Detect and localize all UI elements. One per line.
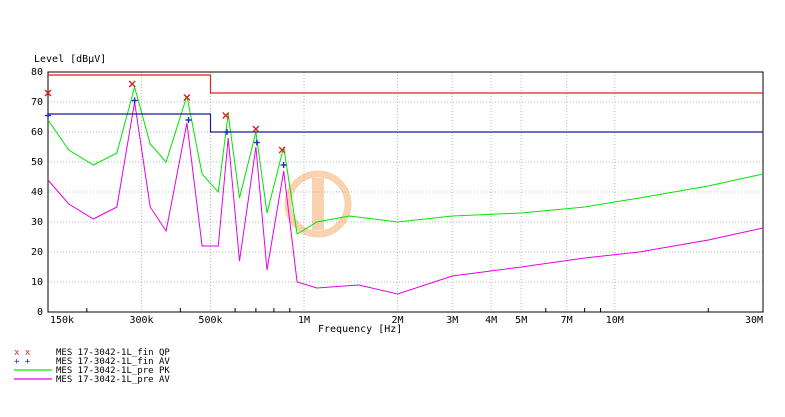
qp-marker [222, 112, 230, 119]
x-tick-label: 7M [561, 315, 573, 326]
limit-line [48, 74, 763, 94]
x-tick-labels: 150k 300k 500k 1M 2M 3M 4M 5M 7M 10M 30M [50, 315, 763, 326]
grid [48, 72, 763, 312]
x-tick-label: 10M [606, 315, 624, 326]
qp-marker [252, 125, 260, 133]
legend-marker: x x [14, 348, 31, 358]
y-tick-label: 50 [31, 157, 43, 168]
series-layer [47, 85, 764, 295]
av-marker [253, 139, 260, 146]
y-tick-label: 20 [31, 247, 43, 258]
qp-marker [183, 94, 191, 101]
qp-marker [44, 89, 52, 97]
x-tick-label: 4M [485, 315, 497, 326]
av-marker [280, 162, 287, 168]
y-axis-label: Level [dBµV] [34, 54, 106, 65]
x-axis-label: Frequency [Hz] [318, 324, 402, 335]
y-tick-labels: 0 10 20 30 40 50 60 70 80 [31, 67, 43, 318]
y-tick-label: 10 [31, 277, 43, 288]
y-tick-label: 0 [37, 307, 43, 318]
x-tick-label: 30M [745, 315, 763, 326]
qp-marker [128, 80, 136, 88]
y-tick-label: 80 [31, 67, 43, 78]
x-tick-label: 500k [198, 315, 222, 326]
marker-stroke [278, 146, 286, 154]
x-tick-label: 1M [298, 315, 310, 326]
y-tick-label: 30 [31, 217, 43, 228]
limit-line [48, 113, 763, 133]
x-tick-label: 2M [392, 315, 404, 326]
watermark-logo-bar [312, 178, 324, 230]
legend-label: MES 17-3042-1L_fin AV [56, 357, 170, 367]
x-tick-label: 300k [129, 315, 153, 326]
markers-layer [44, 80, 287, 168]
marker-stroke [44, 89, 52, 97]
x-tick-label: 5M [515, 315, 527, 326]
marker-stroke [252, 125, 260, 133]
av-marker [131, 97, 138, 104]
marker-stroke [183, 94, 191, 101]
legend-label: MES 17-3042-1L_fin QP [56, 348, 170, 358]
legend: x x MES 17-3042-1L_fin QP + + MES 17-3042-1… [14, 348, 170, 385]
plot-frame [47, 71, 764, 313]
av-marker [45, 112, 51, 119]
marker-stroke [128, 80, 136, 88]
watermark [284, 170, 352, 238]
y-tick-label: 70 [31, 97, 43, 108]
y-tick-label: 60 [31, 127, 43, 138]
limit-lines [48, 74, 763, 133]
series-line [47, 85, 764, 235]
qp-marker [278, 146, 286, 154]
legend-marker: + + [14, 357, 31, 367]
x-tick-label: 150k [50, 315, 74, 326]
y-tick-label: 40 [31, 187, 43, 198]
series-line [47, 101, 764, 295]
legend-label: MES 17-3042-1L_pre PK [56, 366, 170, 376]
legend-label: MES 17-3042-1L_pre AV [56, 375, 170, 385]
av-marker [223, 129, 230, 135]
x-tick-label: 3M [446, 315, 458, 326]
marker-stroke [222, 112, 230, 119]
av-marker [185, 117, 192, 123]
